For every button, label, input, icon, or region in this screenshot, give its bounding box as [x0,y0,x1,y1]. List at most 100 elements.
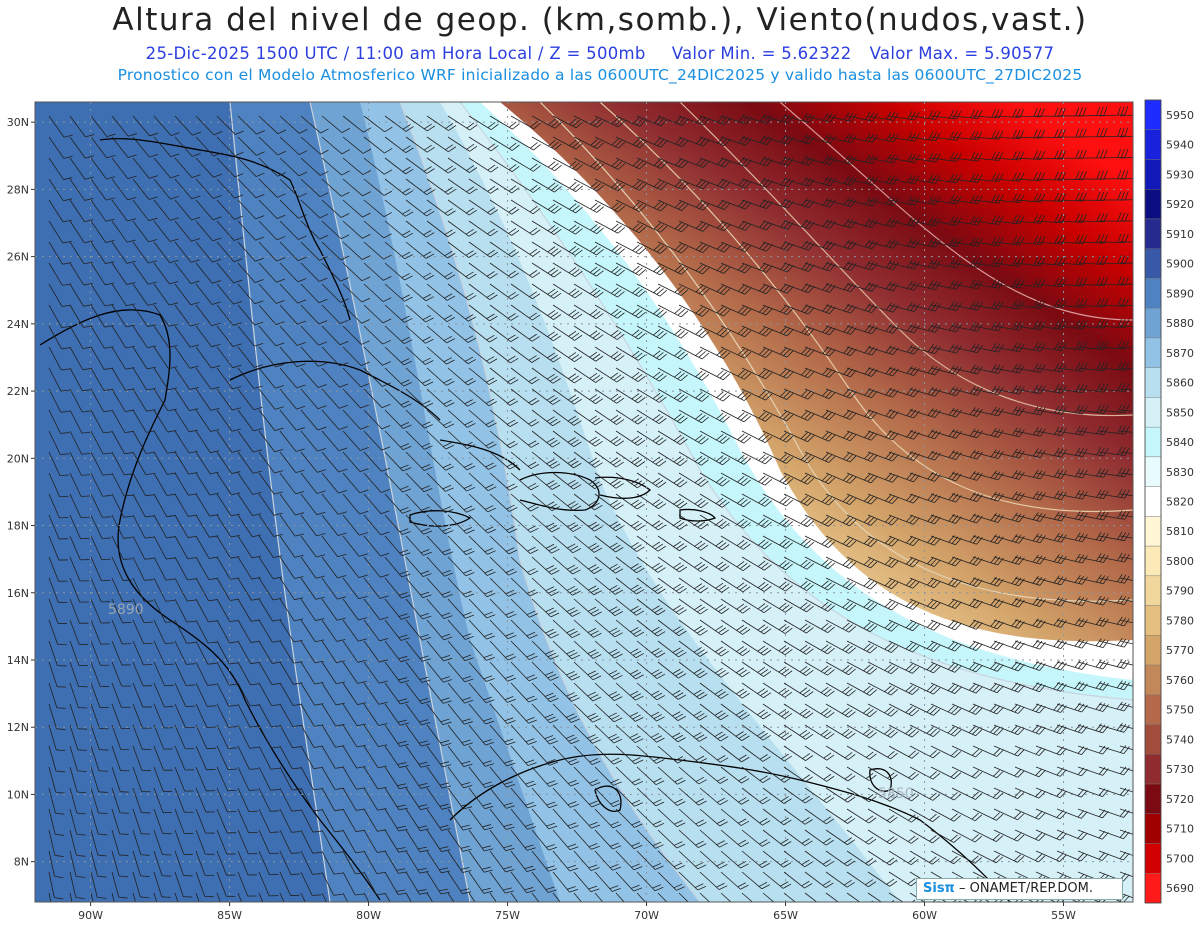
wind-barb [489,451,518,470]
wind-barb [237,325,264,347]
wind-barb [363,346,391,366]
wind-barb [825,451,857,463]
wind-barb [279,493,305,516]
wind-barb [1056,468,1088,479]
wind-barb [699,493,730,508]
wind-barb [195,598,218,623]
wind-barb [468,367,498,385]
wind-barb [1014,490,1046,501]
wind-barb [636,388,667,403]
wind-barb [657,409,688,424]
wind-barb [279,598,304,622]
wind-barb [279,115,308,134]
wind-barb [111,388,135,412]
wind-barb [678,178,710,190]
wind-barb [888,344,920,355]
wind-barb [510,493,539,512]
wind-barb [573,157,605,171]
wind-barb [783,346,815,357]
wind-barb [531,283,562,299]
wind-barb [783,198,815,209]
wind-barb [258,325,285,347]
wind-barb [909,365,941,376]
wind-barb [720,493,751,508]
wind-barb [909,301,941,312]
wind-barb [699,199,731,210]
wind-barb [321,304,349,324]
wind-barb [636,367,667,382]
wind-barb [90,157,116,180]
wind-barb [783,304,815,315]
wind-barb [867,217,899,228]
wind-barb [489,514,518,534]
wind-barb [636,241,668,254]
wind-barb [111,346,135,370]
wind-barb [1077,468,1109,478]
wind-barb [951,407,983,417]
wind-barb [447,115,478,131]
wind-barb [300,220,328,240]
wind-barb [468,577,496,598]
lon-label: 70W [634,909,659,922]
wind-barb [531,178,562,193]
wind-barb [363,514,390,536]
wind-barb [426,199,456,216]
wind-barb [573,304,604,320]
wind-barb [468,283,498,300]
wind-barb [993,193,1025,203]
wind-barb [237,283,264,305]
wind-barb [489,472,518,491]
wind-barb [720,241,752,253]
wind-barb [552,367,583,384]
wind-barb [342,451,369,473]
wind-barb [972,491,1004,502]
wind-barb [888,556,920,568]
colorbar-swatch [1144,873,1162,904]
wind-barb [1056,383,1088,394]
wind-barb [867,345,899,356]
wind-barb [132,325,157,349]
colorbar-swatch [1144,843,1162,874]
wind-barb [657,325,689,339]
wind-barb [132,346,156,370]
wind-barb [678,367,710,381]
wind-barb [279,220,307,240]
wind-barb [195,178,222,199]
wind-barb [69,598,89,624]
wind-barb [174,430,198,454]
wind-barb [720,325,752,338]
lat-label: 8N [14,856,29,869]
wind-barb [132,577,154,602]
lat-label: 18N [7,520,29,533]
wind-barb [510,157,541,172]
wind-barb [216,514,240,538]
wind-barb [447,199,477,216]
wind-barb [132,409,156,433]
colorbar-label: 5720 [1166,793,1194,806]
wind-barb [489,409,519,427]
wind-barb [636,472,667,488]
wind-barb [468,115,499,131]
wind-barb [489,199,520,215]
wind-barb [1077,404,1109,414]
colorbar-label: 5710 [1166,823,1194,836]
wind-barb [489,493,518,512]
wind-barb [468,388,497,407]
wind-barb [468,409,497,428]
colorbar-swatch [1144,129,1162,160]
wind-barb [342,514,369,536]
colorbar-label: 5740 [1166,733,1194,746]
wind-barb [573,493,603,511]
wind-barb [825,409,857,420]
wind-barb [552,493,582,511]
wind-barb [825,493,857,505]
wind-barb [237,472,262,495]
wind-barb [111,325,135,349]
wind-barb [552,556,581,575]
wind-barb [783,176,815,187]
wind-barb [174,472,198,496]
wind-barb [741,114,773,124]
contour-label-5850: 5850 [878,786,914,802]
wind-barb [321,283,349,303]
wind-barb [825,514,857,527]
